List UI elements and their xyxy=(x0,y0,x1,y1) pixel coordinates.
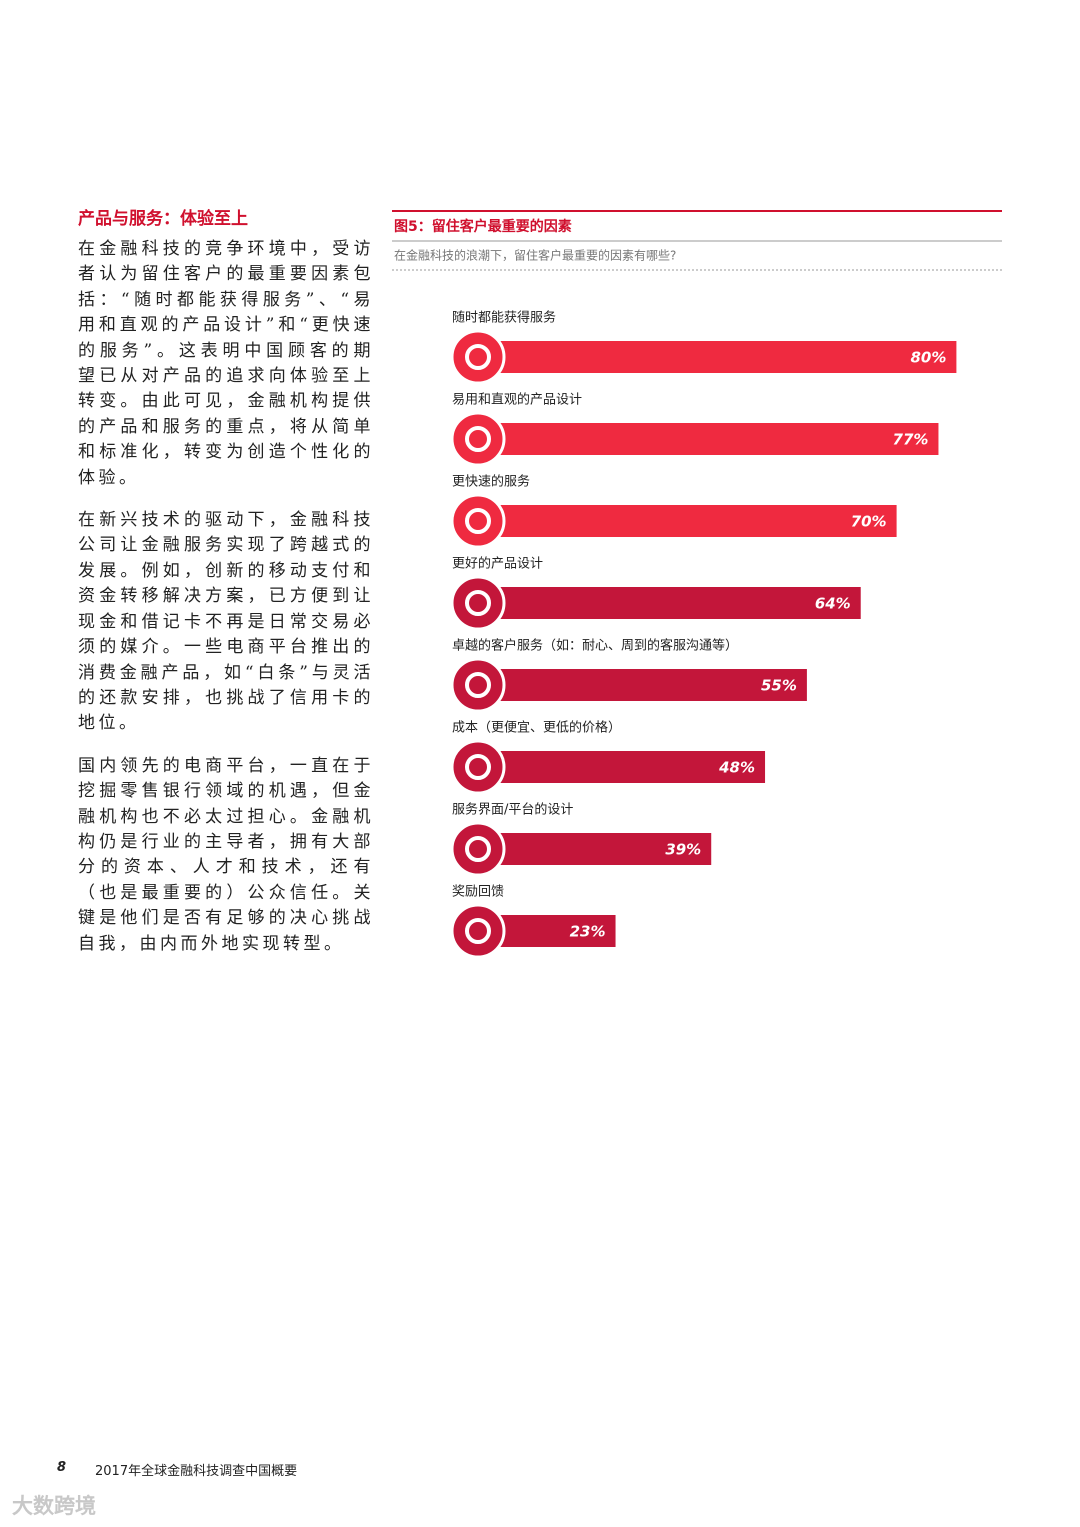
icon xyxy=(450,739,506,795)
heading: 产品与服务：体验至上 xyxy=(78,209,248,229)
category-label: 更快速的服务 xyxy=(452,474,530,490)
page-number: 8 xyxy=(57,1460,67,1475)
value-label: 64% xyxy=(815,595,851,613)
value-label: 80% xyxy=(910,349,946,367)
bar xyxy=(478,423,939,455)
paragraph: 国内领先的电商平台，一直在于挖掘零售银行领域的机遇，但金融机构也不必太过担心。金… xyxy=(78,755,374,954)
bar xyxy=(478,587,861,619)
paragraph: 在新兴技术的驱动下，金融科技公司让金融服务实现了跨越式的发展。例如，创新的移动支… xyxy=(78,510,374,734)
bar xyxy=(478,833,712,865)
icon xyxy=(450,821,506,877)
icon-glyph xyxy=(465,754,491,780)
icon-glyph xyxy=(465,426,491,452)
icon xyxy=(450,575,506,631)
icon-glyph xyxy=(465,918,491,944)
category-label: 成本（更便宜、更低的价格） xyxy=(452,720,621,736)
value-label: 70% xyxy=(851,513,887,531)
icon xyxy=(450,657,506,713)
category-label: 卓越的客户服务（如：耐心、周到的客服沟通等） xyxy=(452,638,738,654)
icon xyxy=(450,493,506,549)
chart-title: 图5：留住客户最重要的因素 xyxy=(394,218,572,235)
article: 产品与服务：体验至上 在金融科技的竞争环境中，受访者认为留住客户的最重要因素包括… xyxy=(78,204,374,974)
icon-glyph xyxy=(465,344,491,370)
icon xyxy=(450,411,506,467)
category-label: 服务界面/平台的设计 xyxy=(452,802,573,818)
value-label: 48% xyxy=(718,759,755,777)
paragraph: 在金融科技的竞争环境中，受访者认为留住客户的最重要因素包括：“随时都能获得服务”… xyxy=(78,239,374,488)
value-label: 55% xyxy=(761,677,797,695)
category-label: 奖励回馈 xyxy=(452,885,504,900)
bar xyxy=(478,505,897,537)
watermark: 大数跨境 xyxy=(12,1494,96,1518)
bar xyxy=(478,751,766,783)
icon-glyph xyxy=(465,836,491,862)
category-label: 随时都能获得服务 xyxy=(452,310,556,326)
bar xyxy=(478,669,807,701)
bar xyxy=(478,341,957,373)
value-label: 23% xyxy=(570,923,606,941)
icon-glyph xyxy=(465,672,491,698)
footer-text: 2017年全球金融科技调查中国概要 xyxy=(95,1464,298,1479)
value-label: 77% xyxy=(893,431,929,449)
icon-glyph xyxy=(465,590,491,616)
icon xyxy=(450,329,506,385)
category-label: 更好的产品设计 xyxy=(452,556,543,572)
category-label: 易用和直观的产品设计 xyxy=(452,392,582,408)
chart: 图5：留住客户最重要的因素 在金融科技的浪潮下，留住客户最重要的因素有哪些? 随… xyxy=(392,210,1002,959)
icon-glyph xyxy=(465,508,491,534)
chart-subtitle: 在金融科技的浪潮下，留住客户最重要的因素有哪些? xyxy=(394,248,676,263)
value-label: 39% xyxy=(665,841,701,859)
icon xyxy=(450,903,506,959)
